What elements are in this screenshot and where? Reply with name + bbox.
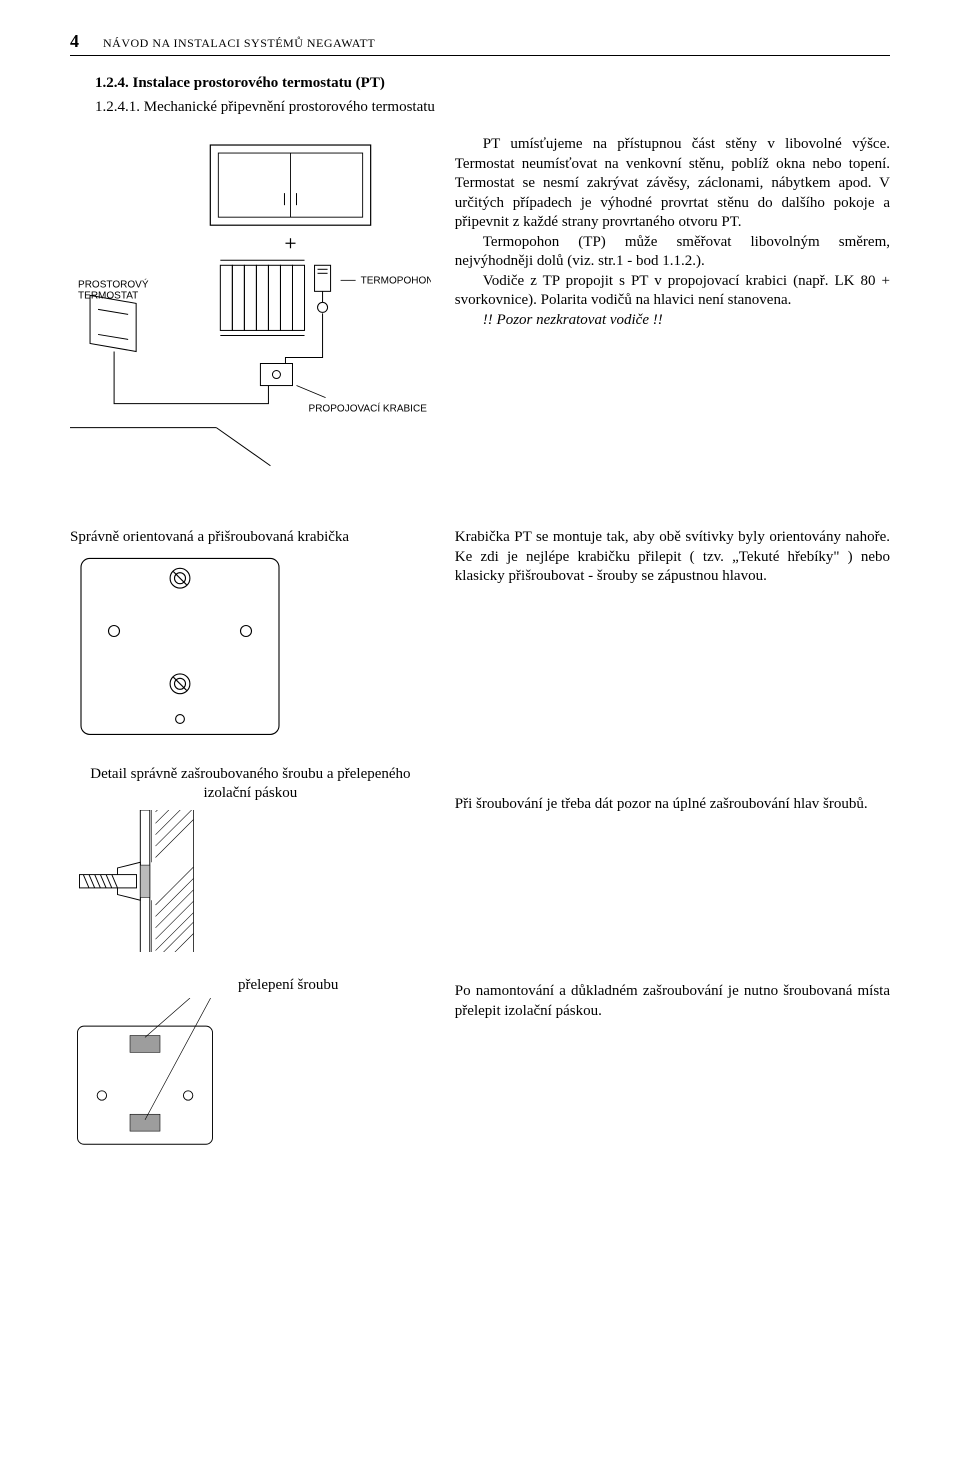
para-3: Vodiče z TP propojit s PT v propojovací … [455,272,890,311]
section-title: 1.2.4. Instalace prostorového termostatu… [95,74,890,94]
caption-box: Správně orientovaná a přišroubovaná krab… [70,528,431,548]
label-prostorovy: PROSTOROVÝ [78,278,149,291]
installation-diagram: TERMOPOHON PROSTOROVÝ TERMOSTAT PROPOJOV… [70,135,431,476]
tape-diagram [70,998,220,1148]
para-2: Termopohon (TP) může směřovat libovolným… [455,233,890,272]
para-1: PT umísťujeme na přístupnou část stěny v… [455,135,890,233]
caption-detail: Detail správně zašroubovaného šroubu a p… [70,765,431,804]
para-warning: !! Pozor nezkratovat vodiče !! [455,311,890,331]
label-termopohon: TERMOPOHON [361,276,431,287]
label-propojovaci: PROPOJOVACÍ KRABICE [309,402,428,415]
caption-tape: přelepení šroubu [238,976,338,996]
page-number: 4 [70,30,79,53]
main-text-block: PT umísťujeme na přístupnou část stěny v… [455,135,890,476]
para-box: Krabička PT se montuje tak, aby obě svít… [455,528,890,741]
screw-detail-diagram [70,810,260,953]
section-subtitle: 1.2.4.1. Mechanické připevnění prostorov… [95,98,890,118]
para-detail: Při šroubování je třeba dát pozor na úpl… [455,765,890,953]
header-title: NÁVOD NA INSTALACI SYSTÉMŮ NEGAWATT [103,36,375,52]
page-header: 4 NÁVOD NA INSTALACI SYSTÉMŮ NEGAWATT [70,30,890,56]
para-tape: Po namontování a důkladném zašroubování … [455,976,890,1148]
box-diagram [70,554,290,741]
label-termostat: TERMOSTAT [78,291,138,302]
